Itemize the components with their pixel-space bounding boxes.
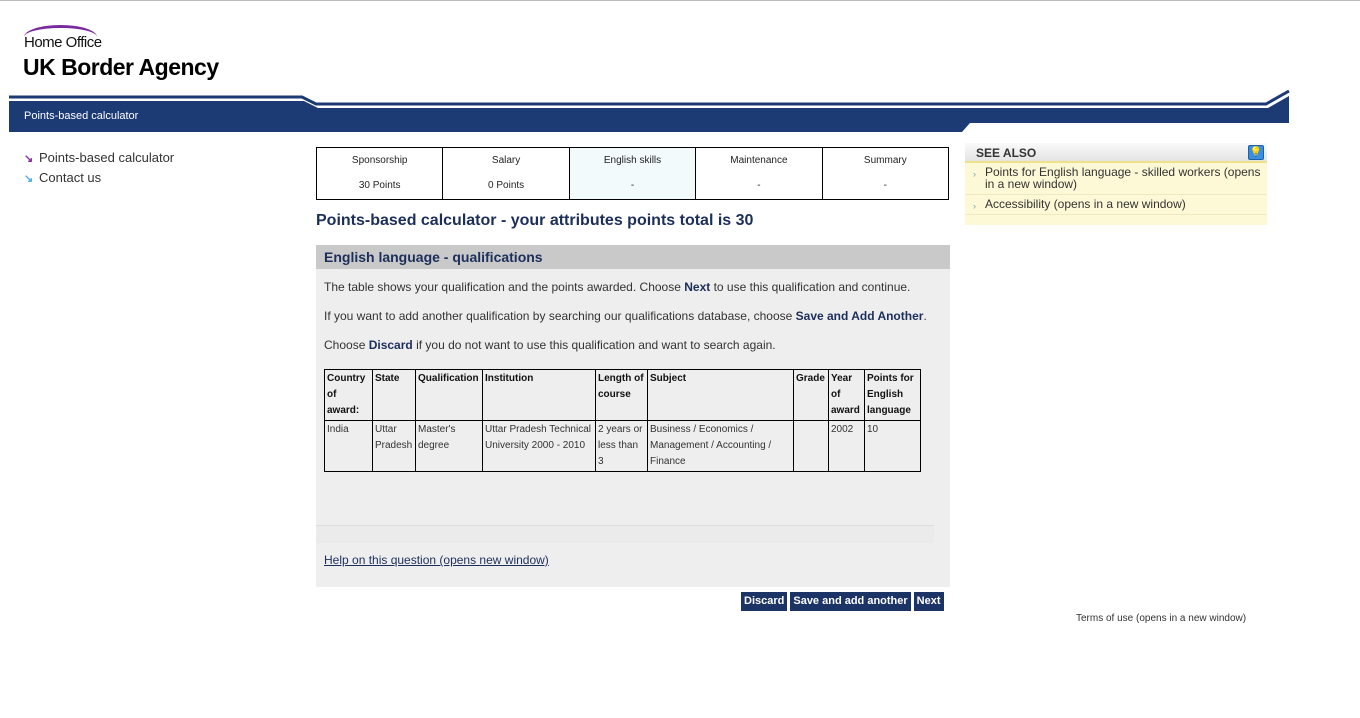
- terms-link[interactable]: Terms of use (opens in a new window): [1076, 613, 1247, 624]
- home-office-logo: Home Office: [24, 34, 102, 51]
- left-nav: ↘ Points-based calculator ↘ Contact us: [24, 149, 174, 189]
- divider: [316, 525, 934, 543]
- section-title: English language - qualifications: [316, 245, 950, 269]
- section-content: The table shows your qualification and t…: [316, 269, 950, 587]
- home-office-arc-logo: [24, 25, 97, 37]
- instruction-save-add: If you want to add another qualification…: [324, 309, 927, 323]
- nav-label: Contact us: [39, 170, 102, 185]
- header-band: [9, 89, 1290, 132]
- see-also-english-link[interactable]: › Points for English language - skilled w…: [965, 163, 1267, 195]
- progress-steps: Sponsorship 30 Points Salary 0 Points Engl…: [316, 147, 949, 200]
- next-button[interactable]: Next: [913, 592, 944, 611]
- instruction-discard: Choose Discard if you do not want to use…: [324, 338, 776, 352]
- help-link[interactable]: Help on this question (opens new window): [324, 553, 549, 567]
- table-row: India Uttar Pradesh Master's degree Uttar P…: [324, 420, 921, 472]
- see-also-panel: SEE ALSO 💡 › Points for English language -…: [965, 143, 1267, 225]
- instruction-next: The table shows your qualification and t…: [324, 280, 911, 294]
- nav-points-calculator[interactable]: ↘ Points-based calculator: [24, 149, 174, 169]
- see-also-header: SEE ALSO 💡: [965, 143, 1267, 163]
- save-and-add-another-button[interactable]: Save and add another: [790, 592, 911, 611]
- agency-logo: UK Border Agency: [23, 54, 219, 80]
- action-buttons: Discard Save and add another Next: [741, 592, 944, 611]
- chevron-right-icon: ›: [973, 201, 976, 211]
- step-maintenance: Maintenance -: [696, 148, 823, 199]
- step-summary: Summary -: [863, 155, 907, 191]
- step-english-skills: English skills -: [569, 148, 697, 199]
- see-also-footer: [965, 215, 1267, 225]
- step-sponsorship: Sponsorship 30 Points: [317, 148, 444, 199]
- arrow-icon: ↘: [24, 153, 34, 165]
- band-label: Points-based calculator: [24, 110, 139, 122]
- arrow-icon: ↘: [24, 173, 34, 185]
- lightbulb-icon: 💡: [1248, 145, 1264, 160]
- qualification-table: Country of award: State Qualification In…: [324, 369, 921, 472]
- see-also-accessibility-link[interactable]: › Accessibility (opens in a new window): [965, 195, 1267, 215]
- step-salary: Salary 0 Points: [443, 148, 570, 199]
- chevron-right-icon: ›: [973, 169, 976, 179]
- discard-button[interactable]: Discard: [741, 592, 788, 611]
- table-header-row: Country of award: State Qualification In…: [324, 369, 921, 421]
- nav-contact-us[interactable]: ↘ Contact us: [24, 169, 174, 189]
- page-title: Points-based calculator - your attribute…: [316, 212, 754, 229]
- nav-label: Points-based calculator: [39, 150, 175, 165]
